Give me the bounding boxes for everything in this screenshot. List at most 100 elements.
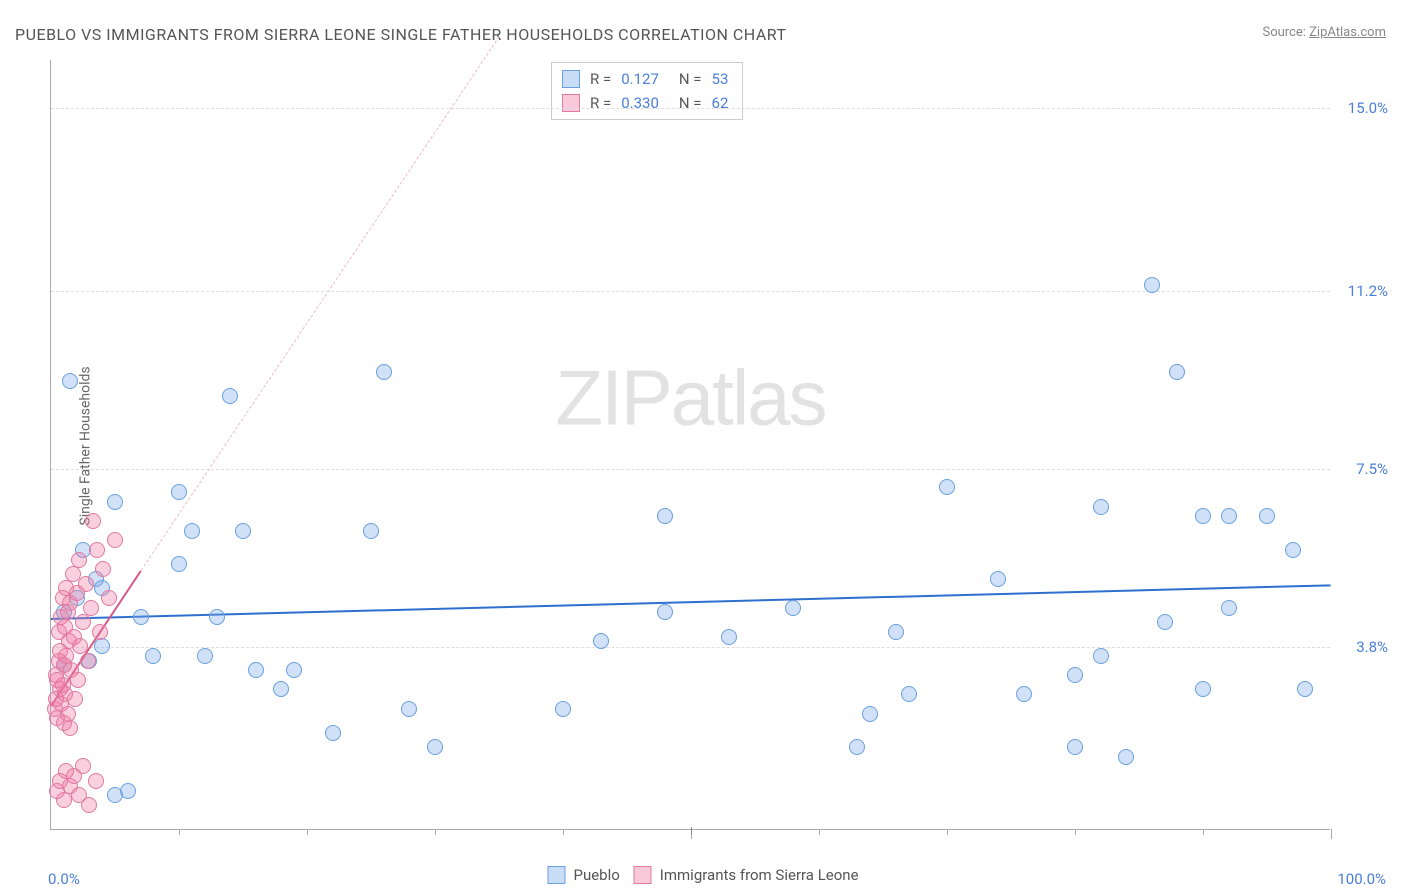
data-point bbox=[1285, 542, 1301, 558]
data-point bbox=[286, 662, 302, 678]
stats-row: R = 0.127 N = 53 bbox=[562, 67, 728, 91]
data-point bbox=[1093, 499, 1109, 515]
data-point bbox=[401, 701, 417, 717]
gridline-h bbox=[51, 291, 1330, 292]
data-point bbox=[145, 648, 161, 664]
stats-row: R = 0.330 N = 62 bbox=[562, 91, 728, 115]
x-tick-center bbox=[691, 827, 692, 835]
data-point bbox=[62, 373, 78, 389]
data-point bbox=[376, 364, 392, 380]
data-point bbox=[1195, 508, 1211, 524]
gridline-h bbox=[51, 469, 1330, 470]
data-point bbox=[721, 629, 737, 645]
legend-item: Pueblo bbox=[547, 866, 619, 884]
data-point bbox=[273, 681, 289, 697]
data-point bbox=[1067, 739, 1083, 755]
data-point bbox=[325, 725, 341, 741]
data-point bbox=[101, 590, 117, 606]
source-label: Source: bbox=[1262, 25, 1309, 40]
data-point bbox=[133, 609, 149, 625]
legend-item: Immigrants from Sierra Leone bbox=[634, 866, 859, 884]
series-legend: Pueblo Immigrants from Sierra Leone bbox=[547, 866, 858, 884]
data-point bbox=[95, 561, 111, 577]
y-tick-label: 7.5% bbox=[1356, 460, 1388, 478]
data-point bbox=[92, 624, 108, 640]
r-value: 0.127 bbox=[621, 67, 659, 91]
watermark: ZIPatlas bbox=[555, 353, 825, 444]
x-tick-minor bbox=[179, 829, 180, 835]
x-tick-minor bbox=[1203, 829, 1204, 835]
data-point bbox=[657, 508, 673, 524]
data-point bbox=[657, 604, 673, 620]
r-label: R = bbox=[590, 91, 611, 115]
trend-dash bbox=[140, 36, 499, 571]
data-point bbox=[901, 686, 917, 702]
watermark-zip: ZIP bbox=[555, 354, 670, 442]
x-tick-minor bbox=[307, 829, 308, 835]
x-tick-minor bbox=[1075, 829, 1076, 835]
scatter-chart: ZIPatlas R = 0.127 N = 53 R = 0.330 N = … bbox=[50, 60, 1330, 830]
source-link[interactable]: ZipAtlas.com bbox=[1309, 25, 1386, 40]
data-point bbox=[862, 706, 878, 722]
data-point bbox=[70, 672, 86, 688]
data-point bbox=[1144, 277, 1160, 293]
r-label: R = bbox=[590, 67, 611, 91]
x-tick-minor bbox=[563, 829, 564, 835]
data-point bbox=[80, 653, 96, 669]
x-tick-label-max: 100.0% bbox=[1337, 870, 1386, 888]
data-point bbox=[184, 523, 200, 539]
y-tick-label: 15.0% bbox=[1348, 99, 1388, 117]
source-attribution: Source: ZipAtlas.com bbox=[1262, 25, 1386, 40]
data-point bbox=[83, 600, 99, 616]
data-point bbox=[85, 513, 101, 529]
gridline-h bbox=[51, 647, 1330, 648]
data-point bbox=[62, 720, 78, 736]
data-point bbox=[1221, 600, 1237, 616]
swatch-pink-icon bbox=[634, 866, 652, 884]
x-tick-minor bbox=[947, 829, 948, 835]
data-point bbox=[593, 633, 609, 649]
x-tick-minor bbox=[819, 829, 820, 835]
data-point bbox=[120, 783, 136, 799]
trend-line bbox=[51, 585, 1331, 621]
data-point bbox=[71, 552, 87, 568]
legend-label: Pueblo bbox=[573, 866, 619, 884]
data-point bbox=[939, 479, 955, 495]
swatch-pink-icon bbox=[562, 94, 580, 112]
data-point bbox=[888, 624, 904, 640]
n-value: 53 bbox=[712, 67, 729, 91]
r-value: 0.330 bbox=[621, 91, 659, 115]
data-point bbox=[785, 600, 801, 616]
y-tick-label: 3.8% bbox=[1356, 638, 1388, 656]
stats-legend: R = 0.127 N = 53 R = 0.330 N = 62 bbox=[551, 62, 743, 120]
data-point bbox=[209, 609, 225, 625]
gridline-h bbox=[51, 108, 1330, 109]
data-point bbox=[235, 523, 251, 539]
data-point bbox=[1169, 364, 1185, 380]
data-point bbox=[427, 739, 443, 755]
data-point bbox=[56, 792, 72, 808]
data-point bbox=[81, 797, 97, 813]
data-point bbox=[88, 773, 104, 789]
data-point bbox=[89, 542, 105, 558]
data-point bbox=[171, 484, 187, 500]
n-label: N = bbox=[679, 67, 702, 91]
data-point bbox=[78, 576, 94, 592]
data-point bbox=[1221, 508, 1237, 524]
chart-title: PUEBLO VS IMMIGRANTS FROM SIERRA LEONE S… bbox=[15, 25, 787, 44]
legend-label: Immigrants from Sierra Leone bbox=[660, 866, 859, 884]
data-point bbox=[1118, 749, 1134, 765]
data-point bbox=[222, 388, 238, 404]
data-point bbox=[197, 648, 213, 664]
data-point bbox=[1016, 686, 1032, 702]
data-point bbox=[1093, 648, 1109, 664]
data-point bbox=[94, 638, 110, 654]
data-point bbox=[107, 532, 123, 548]
data-point bbox=[1297, 681, 1313, 697]
data-point bbox=[1157, 614, 1173, 630]
n-label: N = bbox=[679, 91, 702, 115]
n-value: 62 bbox=[712, 91, 729, 115]
data-point bbox=[171, 556, 187, 572]
data-point bbox=[248, 662, 264, 678]
swatch-blue-icon bbox=[562, 70, 580, 88]
